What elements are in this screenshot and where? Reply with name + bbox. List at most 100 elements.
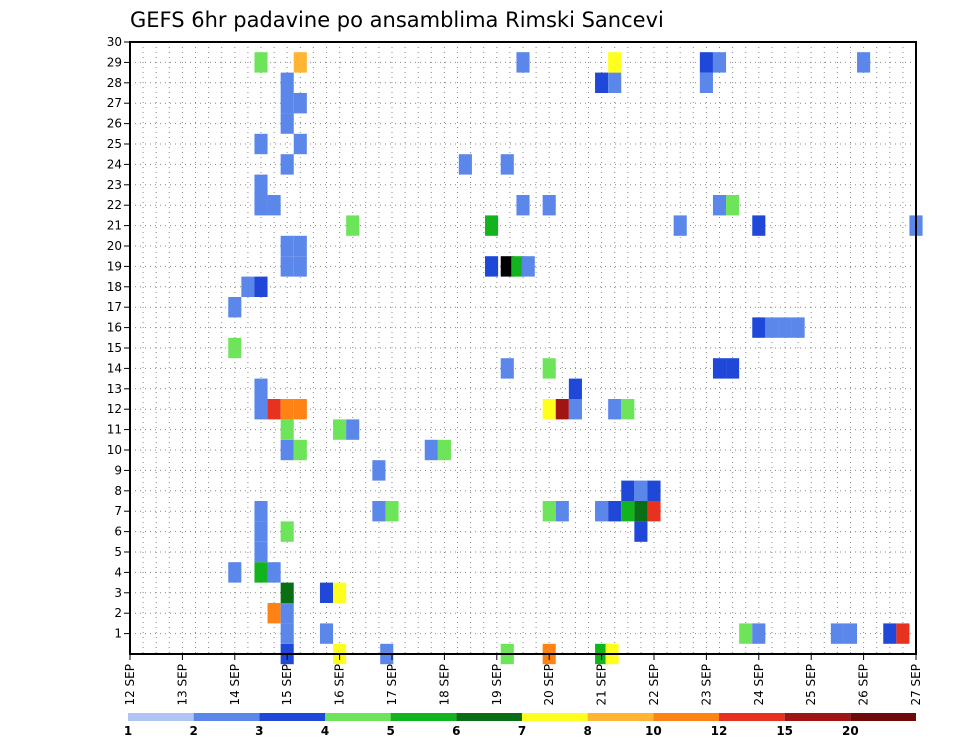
precip-cell [542, 399, 556, 420]
x-tick-label: 18 SEP [437, 664, 451, 706]
x-tick-label: 15 SEP [280, 664, 294, 706]
x-tick-label: 27 SEP [909, 664, 923, 706]
precip-cell [712, 195, 727, 216]
precip-cell [752, 215, 766, 236]
y-tick-label: 20 [107, 239, 122, 253]
precip-cell [280, 113, 294, 134]
precip-cell [500, 358, 514, 379]
precip-cell [280, 235, 294, 257]
y-tick-label: 17 [107, 300, 122, 314]
precip-cell [726, 195, 740, 216]
y-axis-ticks: 1234567891011121314151617181920212223242… [107, 35, 130, 641]
y-tick-label: 19 [107, 259, 122, 273]
precip-cell [608, 72, 622, 93]
y-tick-label: 30 [107, 35, 122, 49]
x-tick-label: 13 SEP [175, 664, 189, 706]
precip-cell [280, 439, 294, 461]
precip-cell [726, 358, 740, 379]
precip-cell [608, 501, 622, 522]
precip-cell [280, 72, 294, 93]
y-tick-label: 21 [107, 219, 122, 233]
precip-cell [712, 358, 727, 379]
precip-cell [254, 399, 268, 420]
precip-cell [280, 93, 294, 114]
precip-cell [254, 501, 268, 522]
precip-cell [511, 256, 525, 277]
x-tick-label: 17 SEP [385, 664, 399, 706]
y-tick-label: 11 [107, 423, 122, 437]
precip-cell [608, 399, 622, 420]
precip-cell [568, 378, 582, 399]
precip-cell [699, 72, 713, 93]
y-tick-label: 1 [114, 627, 122, 641]
legend-label: 5 [386, 724, 394, 738]
legend-swatch [193, 713, 260, 721]
precip-cell [228, 297, 242, 318]
legend-swatch [456, 713, 522, 721]
precip-cell [267, 195, 281, 216]
precip-cell [752, 623, 766, 644]
legend-swatch [653, 713, 719, 721]
y-tick-label: 8 [114, 484, 122, 498]
precip-cell [634, 480, 648, 501]
precip-cell [542, 358, 556, 379]
precip-cell [280, 256, 294, 277]
precip-cell [621, 399, 635, 420]
precip-cell [319, 623, 334, 644]
precip-cell [280, 154, 294, 175]
y-tick-label: 29 [107, 55, 122, 69]
precip-cell [485, 215, 499, 236]
precip-cell [254, 378, 268, 399]
precip-cell [254, 195, 268, 216]
x-tick-label: 23 SEP [699, 664, 713, 706]
legend-swatch [522, 713, 588, 721]
precip-cell [542, 195, 556, 216]
precip-cell [280, 521, 294, 542]
legend-label: 12 [711, 724, 728, 738]
precip-cell [857, 52, 871, 73]
precip-cell [254, 562, 268, 583]
x-tick-label: 20 SEP [542, 664, 556, 706]
y-tick-label: 22 [107, 198, 122, 212]
precip-cell [752, 317, 766, 338]
legend-label: 10 [645, 724, 662, 738]
precip-cell [319, 582, 334, 603]
precip-cell [280, 582, 294, 603]
x-tick-label: 12 SEP [123, 664, 137, 706]
precip-cell [241, 276, 255, 297]
precip-cell [843, 623, 858, 644]
x-tick-label: 21 SEP [595, 664, 609, 706]
y-tick-label: 23 [107, 178, 122, 192]
precip-cell [293, 399, 307, 420]
y-tick-label: 7 [114, 504, 122, 518]
precip-cell [293, 439, 307, 461]
precip-cell [485, 256, 499, 277]
precip-cell [791, 317, 805, 338]
precip-cell [608, 52, 622, 73]
precip-cell [699, 52, 713, 73]
precip-cell [293, 235, 307, 257]
precip-cell [372, 460, 386, 481]
precip-cell [500, 256, 514, 277]
x-tick-label: 16 SEP [333, 664, 347, 706]
precip-cell [280, 603, 294, 624]
x-axis-ticks: 12 SEP 13 SEP 14 SEP 15 SEP 16 SEP 17 SEP 18 S… [123, 654, 923, 706]
precip-cell [647, 501, 661, 522]
y-tick-label: 13 [107, 382, 122, 396]
chart-title: GEFS 6hr padavine po ansamblima Rimski S… [130, 8, 664, 32]
y-tick-label: 12 [107, 402, 122, 416]
precip-cell [280, 623, 294, 644]
y-tick-label: 28 [107, 76, 122, 90]
precip-cell [254, 133, 268, 155]
precip-cell [254, 521, 268, 542]
precip-cell [385, 501, 399, 522]
precip-cell [228, 337, 242, 359]
y-tick-label: 2 [114, 606, 122, 620]
y-tick-label: 18 [107, 280, 122, 294]
precip-cell [765, 317, 779, 338]
precip-cell [673, 215, 687, 236]
precip-cell [830, 623, 844, 644]
y-tick-label: 6 [114, 525, 122, 539]
precip-cell [254, 276, 268, 297]
precip-cell [280, 419, 294, 440]
